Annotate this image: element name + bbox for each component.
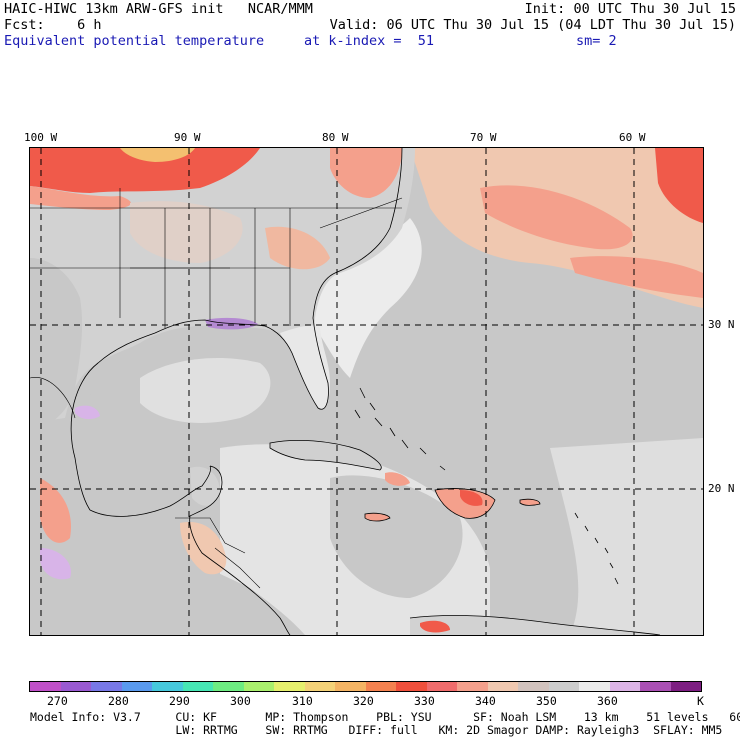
colorbar-tick-320: 320 — [353, 694, 374, 708]
gulf-lavender — [75, 405, 100, 420]
caribbean-gray — [330, 475, 463, 598]
southeast-salmon — [265, 226, 330, 270]
colorbar-tick-300: 300 — [230, 694, 251, 708]
colorbar-segment-10 — [335, 682, 366, 691]
mexico-land — [30, 428, 305, 635]
mexico-salmon — [40, 478, 71, 543]
field-name: Equivalent potential temperature — [4, 33, 265, 49]
colorbar-segment-17 — [548, 682, 579, 691]
colorbar-segment-2 — [91, 682, 122, 691]
cuba-land — [270, 440, 382, 470]
colorbar-segment-12 — [396, 682, 427, 691]
theta-e-map — [30, 148, 703, 635]
colorbar-segment-5 — [182, 682, 213, 691]
colorbar-segment-7 — [243, 682, 274, 691]
cuba-salmon — [385, 472, 410, 486]
forecast-hour: Fcst: 6 h — [4, 17, 102, 33]
colorbar-segment-4 — [152, 682, 183, 691]
puerto-rico-land — [520, 499, 540, 506]
atlantic-red-patch — [655, 148, 703, 223]
lat-label-20n: 20 N — [708, 482, 735, 495]
colorbar-segment-16 — [518, 682, 549, 691]
venezuela-salmon — [420, 620, 450, 633]
lon-label-80w: 80 W — [322, 131, 349, 144]
north-salmon — [30, 186, 131, 210]
colorbar-segment-0 — [30, 682, 61, 691]
model-info-line2: LW: RRTMG SW: RRTMG DIFF: full KM: 2D Sm… — [30, 723, 723, 737]
colorbar-segment-20 — [640, 682, 671, 691]
lon-label-100w: 100 W — [24, 131, 58, 144]
carolina-salmon — [330, 148, 402, 198]
political-borders — [30, 188, 403, 589]
us-land — [30, 148, 415, 423]
colorbar-segment-8 — [274, 682, 305, 691]
model-info-line1: Model Info: V3.7 CU: KF MP: Thompson PBL… — [30, 710, 740, 724]
gulf-light-patch — [140, 358, 271, 423]
gridlines — [30, 148, 703, 635]
colorbar-segment-15 — [487, 682, 518, 691]
colorbar-segment-1 — [60, 682, 91, 691]
map-panel — [29, 147, 704, 636]
colorbar-tick-340: 340 — [475, 694, 496, 708]
hispaniola-red — [460, 490, 483, 506]
colorbar — [29, 681, 702, 692]
midus-tan — [130, 201, 243, 263]
coastlines — [70, 148, 661, 635]
florida-land — [280, 325, 330, 410]
colorbar-tick-280: 280 — [108, 694, 129, 708]
atlantic-salmon-patch-2 — [570, 256, 703, 298]
colorbar-tick-270: 270 — [47, 694, 68, 708]
colorbar-segment-9 — [304, 682, 335, 691]
colorbar-segment-6 — [213, 682, 244, 691]
lon-label-60w: 60 W — [619, 131, 646, 144]
colorbar-segment-3 — [121, 682, 152, 691]
texas-land — [30, 258, 83, 428]
north-orange-heat — [120, 148, 195, 162]
colorbar-unit: K — [697, 694, 704, 708]
level-info: at k-index = 51 — [304, 33, 435, 49]
coastal-light-band — [300, 218, 422, 378]
init-time: Init: 00 UTC Thu 30 Jul 15 — [524, 1, 736, 17]
hispaniola-land — [435, 488, 495, 519]
colorbar-segment-21 — [670, 682, 701, 691]
south-america-land — [410, 615, 660, 635]
mexico-lavender — [40, 548, 71, 580]
colorbar-segment-14 — [457, 682, 488, 691]
colorbar-segment-18 — [579, 682, 610, 691]
atlantic-salmon-patch — [480, 185, 633, 250]
lon-label-70w: 70 W — [470, 131, 497, 144]
colorbar-tick-290: 290 — [169, 694, 190, 708]
colorbar-tick-310: 310 — [292, 694, 313, 708]
yucatan-land — [190, 466, 220, 506]
central-america-tan — [180, 522, 227, 575]
jamaica-land — [365, 513, 390, 521]
lon-label-90w: 90 W — [174, 131, 201, 144]
smoothing-info: sm= 2 — [576, 33, 617, 49]
east-light — [550, 438, 703, 635]
colorbar-segment-19 — [609, 682, 640, 691]
colorbar-segment-11 — [365, 682, 396, 691]
colorbar-segment-13 — [426, 682, 457, 691]
colorbar-tick-350: 350 — [536, 694, 557, 708]
lat-label-30n: 30 N — [708, 318, 735, 331]
north-red-heat — [30, 148, 260, 193]
bahamas-islands — [354, 387, 446, 471]
valid-time: Valid: 06 UTC Thu 30 Jul 15 (04 LDT Thu … — [329, 17, 736, 33]
colorbar-tick-330: 330 — [414, 694, 435, 708]
colorbar-tick-360: 360 — [597, 694, 618, 708]
model-title: HAIC-HIWC 13km ARW-GFS init NCAR/MMM — [4, 1, 313, 17]
lesser-antilles — [574, 512, 619, 585]
